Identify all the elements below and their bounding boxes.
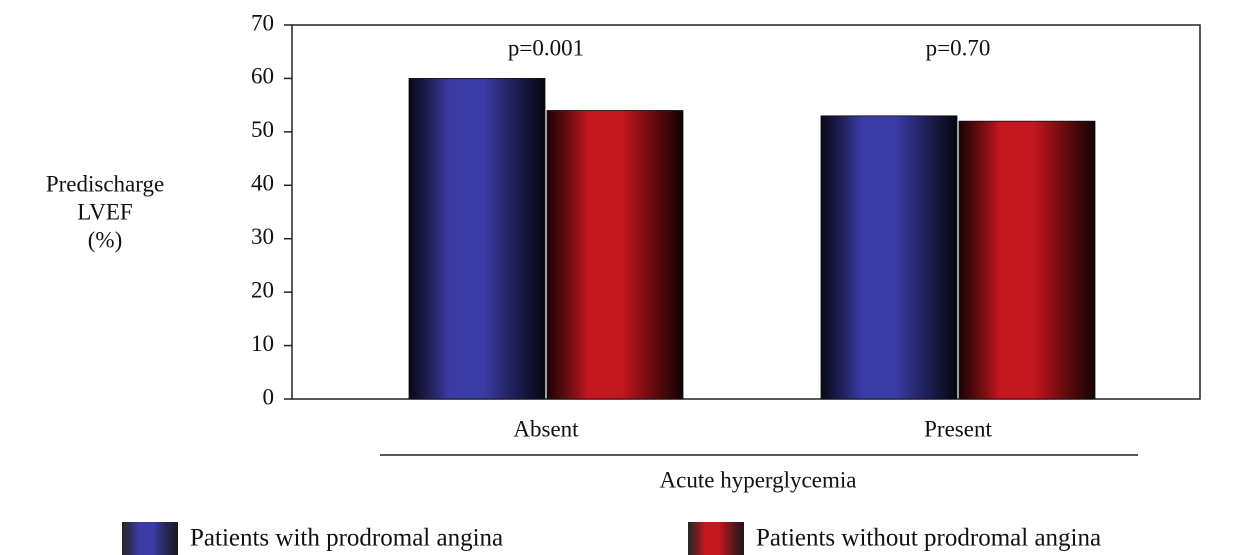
y-tick-label: 0	[263, 384, 275, 409]
y-axis-title: LVEF	[77, 199, 132, 224]
x-tick-label: Absent	[513, 416, 579, 441]
y-axis-title: (%)	[88, 227, 122, 252]
legend-swatch	[122, 522, 178, 555]
legend-label: Patients without prodromal angina	[756, 525, 1101, 552]
y-axis-title: Predischarge	[46, 171, 164, 196]
legend-label: Patients with prodromal angina	[190, 525, 503, 552]
y-tick-label: 10	[251, 331, 274, 356]
x-tick-label: Present	[924, 416, 992, 441]
bar	[408, 78, 546, 400]
bar	[546, 110, 684, 400]
bar	[958, 120, 1096, 400]
y-tick-label: 50	[251, 117, 274, 142]
annotation: p=0.70	[926, 35, 991, 60]
annotation: p=0.001	[508, 35, 584, 60]
legend-swatch	[688, 522, 744, 555]
y-tick-label: 40	[251, 171, 274, 196]
y-tick-label: 70	[251, 10, 274, 35]
y-tick-label: 60	[251, 64, 274, 89]
y-tick-label: 20	[251, 277, 274, 302]
bar	[820, 115, 958, 400]
y-tick-label: 30	[251, 224, 274, 249]
x-axis-title: Acute hyperglycemia	[660, 467, 857, 492]
plot-frame	[291, 24, 1201, 400]
